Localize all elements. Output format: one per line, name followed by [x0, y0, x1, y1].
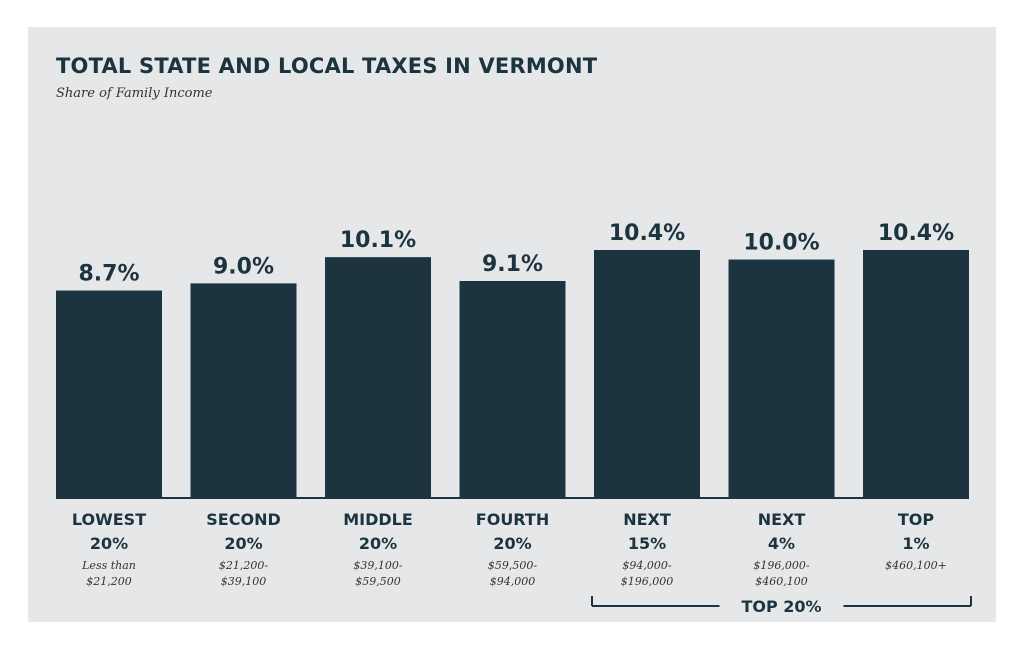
- top-20-bracket: TOP 20%: [591, 596, 972, 616]
- income-range-2-1: $59,500: [355, 575, 401, 588]
- income-range-4-0: $94,000-: [622, 559, 671, 572]
- category-percent-5: 4%: [768, 534, 795, 553]
- category-label-0: LOWEST: [72, 510, 146, 529]
- bar-1: [190, 283, 297, 498]
- category-percent-6: 1%: [902, 534, 929, 553]
- income-range-0-1: $21,200: [86, 575, 132, 588]
- bar-2: [325, 257, 431, 498]
- chart-subtitle: Share of Family Income: [56, 86, 213, 101]
- category-label-2: MIDDLE: [343, 510, 413, 529]
- income-range-6-0: $460,100+: [885, 559, 947, 572]
- chart-title: TOTAL STATE AND LOCAL TAXES IN VERMONT: [56, 54, 598, 78]
- income-range-0-0: Less than: [81, 559, 136, 572]
- category-percent-4: 15%: [628, 534, 666, 553]
- category-label-3: FOURTH: [476, 510, 549, 529]
- category-label-5: NEXT: [758, 510, 806, 529]
- category-percent-3: 20%: [493, 534, 531, 553]
- bar-3: [459, 281, 566, 498]
- bar-6: [863, 250, 969, 498]
- bar-value-label-5: 10.0%: [743, 231, 819, 256]
- group-bracket-label: TOP 20%: [741, 597, 821, 616]
- income-range-4-1: $196,000: [621, 575, 674, 588]
- income-range-5-0: $196,000-: [753, 559, 809, 572]
- category-percent-0: 20%: [90, 534, 128, 553]
- income-range-5-1: $460,100: [755, 575, 808, 588]
- income-range-1-0: $21,200-: [219, 559, 268, 572]
- bar-value-label-6: 10.4%: [878, 221, 954, 246]
- income-range-1-1: $39,100: [221, 575, 267, 588]
- category-percent-1: 20%: [224, 534, 262, 553]
- category-label-6: TOP: [898, 510, 935, 529]
- income-range-2-0: $39,100-: [353, 559, 402, 572]
- bar-4: [594, 250, 700, 498]
- income-range-3-1: $94,000: [490, 575, 536, 588]
- category-label-1: SECOND: [206, 510, 280, 529]
- bar-5: [728, 259, 835, 498]
- income-range-3-0: $59,500-: [488, 559, 537, 572]
- bar-value-label-3: 9.1%: [482, 252, 543, 277]
- bar-0: [56, 290, 162, 498]
- category-label-4: NEXT: [623, 510, 671, 529]
- bar-value-label-1: 9.0%: [213, 254, 274, 279]
- bar-value-label-2: 10.1%: [340, 228, 416, 253]
- bar-value-label-4: 10.4%: [609, 221, 685, 246]
- category-percent-2: 20%: [359, 534, 397, 553]
- bar-value-label-0: 8.7%: [78, 262, 139, 287]
